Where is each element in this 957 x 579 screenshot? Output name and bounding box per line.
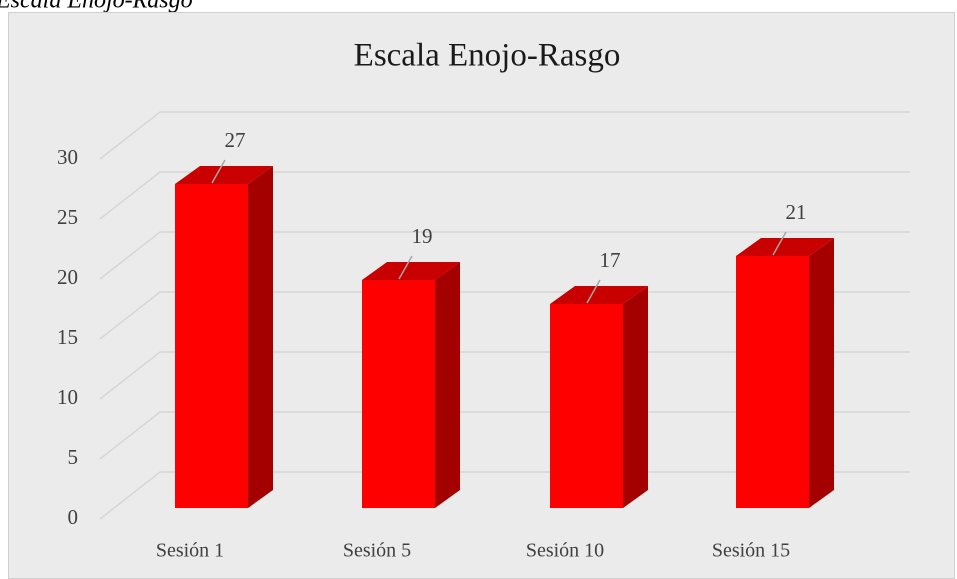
y-tick-label: 5 <box>68 445 79 469</box>
bar <box>550 286 648 508</box>
x-tick-label: Sesión 1 <box>156 540 224 562</box>
data-label: 21 <box>786 200 807 224</box>
bar-side <box>435 262 460 508</box>
x-tick-label: Sesión 10 <box>526 540 604 562</box>
bar-top <box>736 238 834 256</box>
grid-line <box>99 351 910 400</box>
leader-line <box>586 279 601 304</box>
bar-side <box>623 286 648 508</box>
y-tick-label: 20 <box>57 265 78 289</box>
leader-line <box>211 159 226 184</box>
y-tick-label: 30 <box>57 145 78 169</box>
bar-top <box>550 286 648 304</box>
x-tick-label: Sesión 15 <box>712 540 790 562</box>
data-label: 19 <box>412 224 433 248</box>
bar <box>736 238 834 508</box>
chart-title: Escala Enojo-Rasgo <box>354 38 621 74</box>
bar-front <box>362 280 435 508</box>
bar-front <box>550 304 623 508</box>
bar-top <box>362 262 460 280</box>
data-label: 27 <box>225 128 246 152</box>
y-tick-label: 0 <box>68 505 79 529</box>
grid-line <box>99 231 910 280</box>
bar-side <box>809 238 834 508</box>
y-tick-label: 15 <box>57 325 78 349</box>
y-tick-label: 25 <box>57 205 78 229</box>
y-tick-label: 10 <box>57 385 78 409</box>
bar-front <box>175 184 248 508</box>
grid-line <box>99 291 910 340</box>
bar-top <box>175 166 273 184</box>
leader-line <box>398 255 413 280</box>
bar <box>362 262 460 508</box>
data-label: 17 <box>600 248 621 272</box>
grid-line <box>99 111 910 160</box>
bar-side <box>248 166 273 508</box>
grid-line <box>99 411 910 460</box>
x-tick-label: Sesión 5 <box>343 540 411 562</box>
bar <box>175 166 273 508</box>
grid-line <box>99 471 910 520</box>
grid-line <box>99 171 910 220</box>
caption: Escala Enojo-Rasgo <box>0 0 193 14</box>
bar-front <box>736 256 809 508</box>
leader-line <box>772 231 787 256</box>
